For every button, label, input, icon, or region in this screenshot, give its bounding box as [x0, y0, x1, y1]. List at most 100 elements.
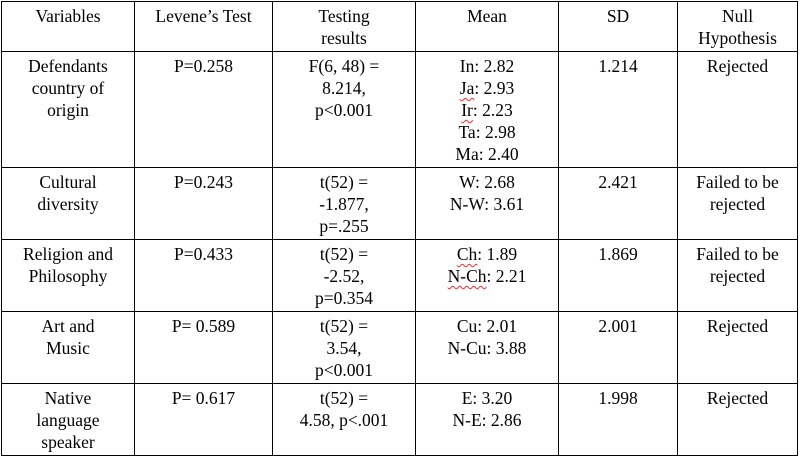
- header-line: results: [321, 28, 367, 48]
- mean-entry: N-Ch: 2.21: [447, 266, 527, 286]
- testing-results-cell: t(52) = -2.52, p=0.354: [272, 239, 416, 312]
- levene-value: P= 0.617: [171, 388, 236, 408]
- mean-entry: Ta: 2.98: [458, 122, 516, 142]
- mean-value: 3.88: [495, 338, 527, 358]
- variable-label: Cultural: [39, 172, 97, 192]
- mean-cell: E: 3.20 N-E: 2.86: [415, 383, 559, 456]
- sd-cell: 2.421: [558, 167, 678, 240]
- mean-value: 2.98: [484, 122, 516, 142]
- null-hypothesis-text: Rejected: [706, 316, 769, 336]
- mean-group-abbr: N-E: [452, 410, 482, 430]
- levene-value: P=0.258: [174, 56, 233, 76]
- sd-value: 2.001: [598, 316, 638, 336]
- variable-label: language: [36, 410, 100, 430]
- null-hypothesis-cell: Rejected: [677, 311, 798, 384]
- mean-group-abbr: N-W: [449, 194, 485, 214]
- mean-value: 2.23: [482, 100, 513, 120]
- mean-group-abbr: Ch: [456, 244, 478, 264]
- sd-value: 1.869: [598, 244, 638, 264]
- mean-group-abbr: In: [459, 56, 475, 76]
- mean-group-abbr: N-Cu: [447, 338, 487, 358]
- testing-results-cell: t(52) = 3.54, p<0.001: [272, 311, 416, 384]
- header-line: Variables: [35, 6, 101, 26]
- variable-label: diversity: [37, 194, 99, 214]
- mean-entry: Ch: 1.89: [456, 244, 518, 264]
- mean-group-abbr: W: [459, 172, 475, 192]
- mean-cell: Ch: 1.89 N-Ch: 2.21: [415, 239, 559, 312]
- table-header-row: Variables Levene’s Test Testing results …: [1, 1, 798, 52]
- sd-value: 2.421: [598, 172, 638, 192]
- header-sd: SD: [558, 1, 678, 52]
- mean-group-abbr: E: [461, 388, 473, 408]
- variable-cell: Cultural diversity: [1, 167, 135, 240]
- header-line: Levene’s Test: [155, 6, 252, 26]
- null-hypothesis-text: rejected: [709, 266, 766, 286]
- testing-result-line: 8.214,: [322, 78, 366, 98]
- mean-value: 2.82: [483, 56, 515, 76]
- levene-cell: P=0.433: [134, 239, 273, 312]
- mean-group-abbr: Ja: [459, 78, 475, 98]
- header-variables: Variables: [1, 1, 135, 52]
- mean-group-abbr: Cu: [456, 316, 478, 336]
- variable-label: country of: [31, 78, 105, 98]
- variable-label: Music: [46, 338, 90, 358]
- header-line: Mean: [467, 6, 507, 26]
- header-null-hypothesis: Null Hypothesis: [677, 1, 798, 52]
- table-row: Native language speaker P= 0.617 t(52) = 4.58…: [1, 383, 798, 456]
- mean-value: 2.21: [495, 266, 527, 286]
- mean-cell: Cu: 2.01 N-Cu: 3.88: [415, 311, 559, 384]
- null-hypothesis-cell: Rejected: [677, 383, 798, 456]
- mean-entry: N-E: 2.86: [452, 410, 522, 430]
- null-hypothesis-text: Failed to be: [696, 244, 779, 264]
- null-hypothesis-cell: Rejected: [677, 51, 798, 168]
- mean-entry: W: 2.68: [459, 172, 515, 192]
- null-hypothesis-text: rejected: [709, 194, 766, 214]
- variable-label: origin: [47, 100, 89, 120]
- testing-result-line: t(52) =: [319, 172, 369, 192]
- testing-result-line: t(52) =: [319, 316, 369, 336]
- sd-cell: 1.869: [558, 239, 678, 312]
- null-hypothesis-cell: Failed to be rejected: [677, 239, 798, 312]
- testing-result-line: -2.52,: [323, 266, 365, 286]
- variable-label: Philosophy: [28, 266, 108, 286]
- null-hypothesis-text: Rejected: [706, 56, 769, 76]
- header-line: Testing: [318, 6, 370, 26]
- sd-cell: 2.001: [558, 311, 678, 384]
- null-hypothesis-text: Failed to be: [696, 172, 779, 192]
- mean-group-abbr: Ta: [458, 122, 476, 142]
- variable-label: Art and: [41, 316, 95, 336]
- header-testing-results: Testing results: [272, 1, 416, 52]
- sd-cell: 1.998: [558, 383, 678, 456]
- table-row: Art and Music P= 0.589 t(52) = 3.54, p<0.001 C…: [1, 311, 798, 384]
- mean-group-abbr: N-Ch: [447, 266, 487, 286]
- testing-result-line: 3.54,: [326, 338, 362, 358]
- variable-label: Religion and: [23, 244, 113, 264]
- header-levenes-test: Levene’s Test: [134, 1, 273, 52]
- mean-value: 3.61: [493, 194, 525, 214]
- mean-entry: N-W: 3.61: [449, 194, 525, 214]
- mean-value: 2.40: [487, 144, 519, 164]
- header-line: SD: [606, 6, 630, 26]
- table-body: Defendants country of origin P=0.258 F(6, 48…: [1, 51, 798, 456]
- null-hypothesis-cell: Failed to be rejected: [677, 167, 798, 240]
- testing-result-line: 4.58, p<.001: [299, 410, 389, 430]
- mean-entry: Cu: 2.01: [456, 316, 518, 336]
- variable-cell: Art and Music: [1, 311, 135, 384]
- testing-result-line: p<0.001: [315, 360, 373, 380]
- mean-entry: N-Cu: 3.88: [447, 338, 527, 358]
- mean-value: 2.93: [483, 78, 515, 98]
- variable-cell: Native language speaker: [1, 383, 135, 456]
- table-row: Defendants country of origin P=0.258 F(6, 48…: [1, 51, 798, 168]
- levene-value: P=0.243: [174, 172, 233, 192]
- testing-result-line: p<0.001: [315, 100, 373, 120]
- table-row: Religion and Philosophy P=0.433 t(52) = -2.5…: [1, 239, 798, 312]
- mean-cell: W: 2.68 N-W: 3.61: [415, 167, 559, 240]
- testing-results-cell: t(52) = 4.58, p<.001: [272, 383, 416, 456]
- mean-group-abbr: Ir: [461, 100, 473, 120]
- mean-value: 1.89: [486, 244, 518, 264]
- mean-entry: Ma: 2.40: [455, 144, 519, 164]
- mean-entry: E: 3.20: [461, 388, 513, 408]
- variable-label: Defendants: [28, 56, 108, 76]
- mean-value: 3.20: [481, 388, 513, 408]
